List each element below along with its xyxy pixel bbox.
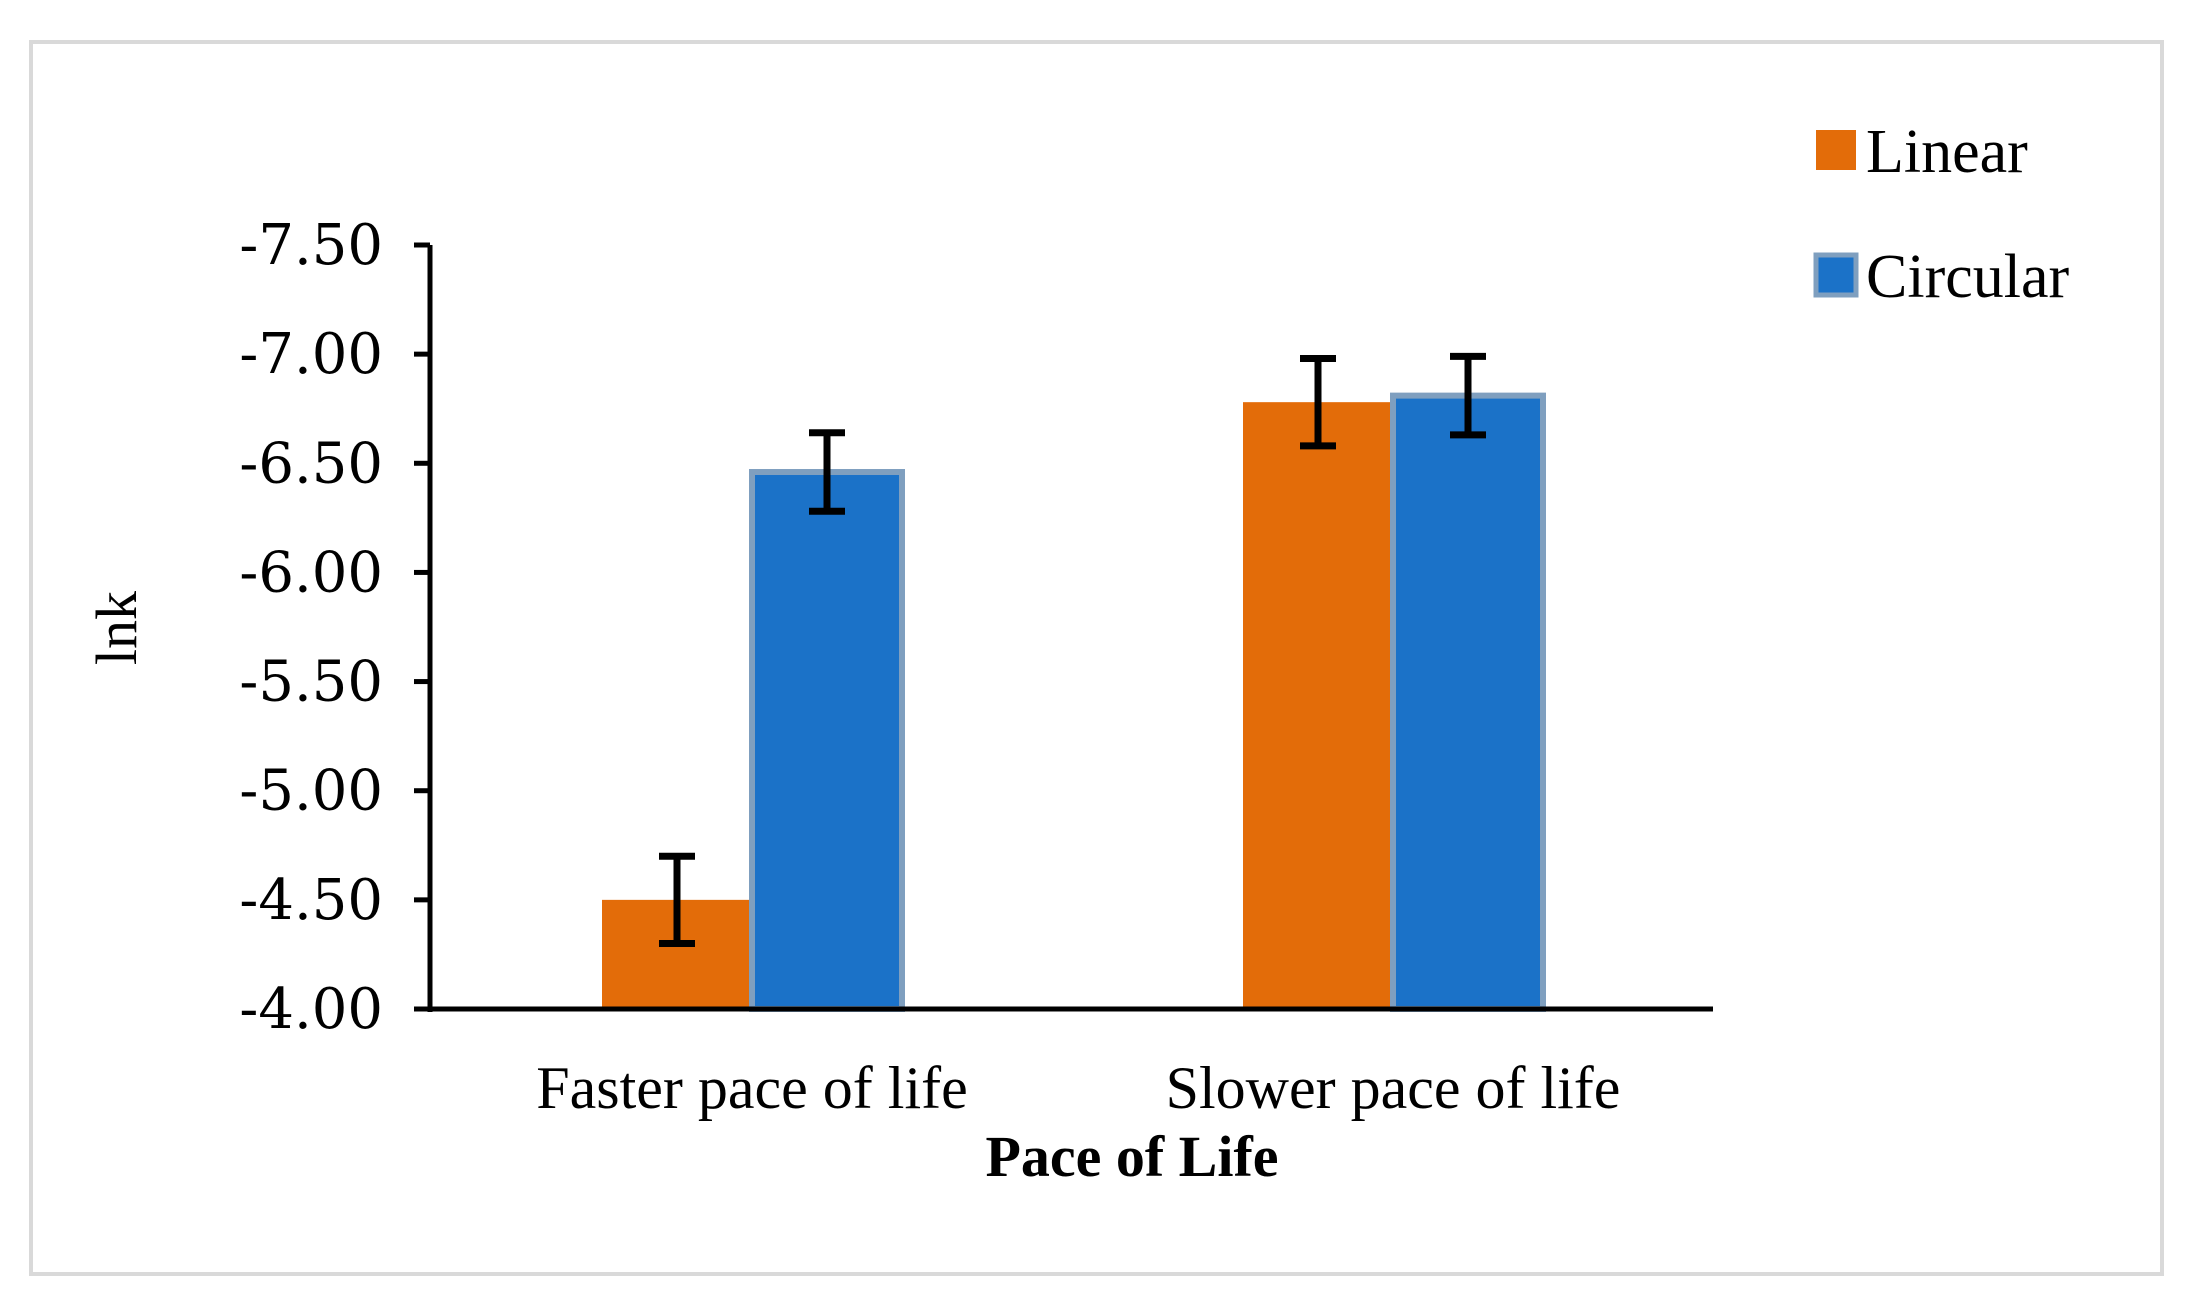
chart-frame [29,40,2164,1276]
legend: Linear Circular [1813,118,2069,311]
y-tick-label: -4.00 [239,977,383,1042]
bar-linear-2 [1243,402,1393,1009]
y-tick-label: -6.00 [239,540,383,605]
error-bar-linear-1 [659,852,695,948]
legend-label-circular: Circular [1866,243,2069,311]
y-tick-label: -7.00 [239,322,383,387]
error-bar-circular-1 [809,429,845,515]
error-bar-linear-2 [1300,355,1336,450]
y-axis-title: lnk [84,591,149,665]
bar-circular-2 [1390,392,1546,1013]
legend-label-linear: Linear [1866,118,2028,186]
legend-swatch-linear [1816,130,1856,170]
x-category-label: Faster pace of life [536,1055,967,1121]
error-bar-circular-2 [1450,352,1486,439]
y-tick-label: -5.00 [239,759,383,824]
legend-swatch-circular [1813,252,1859,298]
y-tick-label: -5.50 [239,650,383,715]
y-tick-label: -4.50 [239,868,383,933]
bar-circular-1 [749,469,905,1012]
y-tick-label: -6.50 [239,431,383,496]
x-category-label: Slower pace of life [1166,1055,1621,1121]
y-tick-label: -7.50 [239,213,383,278]
x-axis-title: Pace of Life [985,1124,1278,1189]
